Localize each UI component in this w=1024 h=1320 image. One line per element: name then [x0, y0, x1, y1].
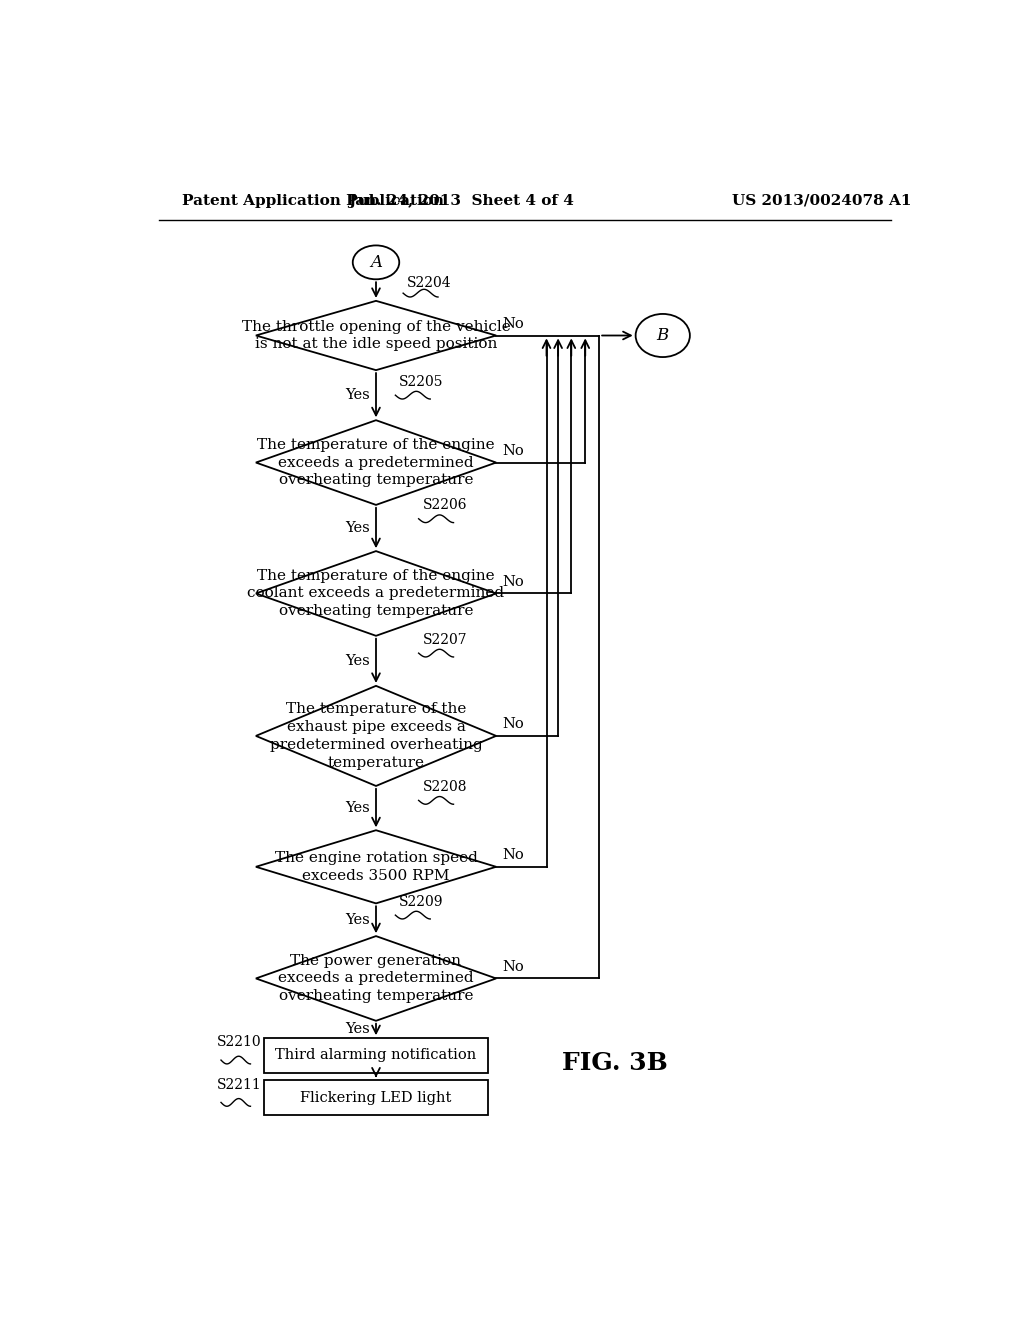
- Text: S2207: S2207: [423, 632, 467, 647]
- Text: A: A: [370, 253, 382, 271]
- Text: Yes: Yes: [345, 521, 370, 535]
- Text: No: No: [503, 444, 524, 458]
- Text: No: No: [503, 717, 524, 731]
- Text: S2210: S2210: [217, 1035, 262, 1049]
- Text: The temperature of the engine
coolant exceeds a predetermined
overheating temper: The temperature of the engine coolant ex…: [248, 569, 505, 618]
- Text: Yes: Yes: [345, 1023, 370, 1036]
- Text: S2211: S2211: [217, 1077, 262, 1092]
- Text: No: No: [503, 574, 524, 589]
- Text: S2206: S2206: [423, 498, 467, 512]
- Text: US 2013/0024078 A1: US 2013/0024078 A1: [732, 194, 912, 207]
- Text: Patent Application Publication: Patent Application Publication: [182, 194, 444, 207]
- Text: The temperature of the
exhaust pipe exceeds a
predetermined overheating
temperat: The temperature of the exhaust pipe exce…: [269, 702, 482, 770]
- Text: Yes: Yes: [345, 801, 370, 814]
- Text: Yes: Yes: [345, 388, 370, 403]
- Text: Third alarming notification: Third alarming notification: [275, 1048, 476, 1063]
- Text: The engine rotation speed
exceeds 3500 RPM: The engine rotation speed exceeds 3500 R…: [274, 851, 477, 883]
- Text: No: No: [503, 849, 524, 862]
- Text: The temperature of the engine
exceeds a predetermined
overheating temperature: The temperature of the engine exceeds a …: [257, 438, 495, 487]
- Text: No: No: [503, 960, 524, 974]
- Bar: [263, 1038, 488, 1073]
- Text: FIG. 3B: FIG. 3B: [562, 1051, 668, 1076]
- Text: S2208: S2208: [423, 780, 467, 795]
- Text: The power generation
exceeds a predetermined
overheating temperature: The power generation exceeds a predeterm…: [279, 953, 474, 1003]
- Text: Flickering LED light: Flickering LED light: [300, 1090, 452, 1105]
- Text: Yes: Yes: [345, 912, 370, 927]
- Text: The throttle opening of the vehicle
is not at the idle speed position: The throttle opening of the vehicle is n…: [242, 319, 510, 351]
- Text: S2205: S2205: [399, 375, 443, 389]
- Text: Yes: Yes: [345, 653, 370, 668]
- Text: No: No: [503, 317, 524, 331]
- Text: S2209: S2209: [399, 895, 443, 909]
- Text: B: B: [656, 327, 669, 345]
- Bar: [263, 1081, 488, 1115]
- Text: Jan. 24, 2013  Sheet 4 of 4: Jan. 24, 2013 Sheet 4 of 4: [348, 194, 574, 207]
- Text: S2204: S2204: [407, 276, 452, 290]
